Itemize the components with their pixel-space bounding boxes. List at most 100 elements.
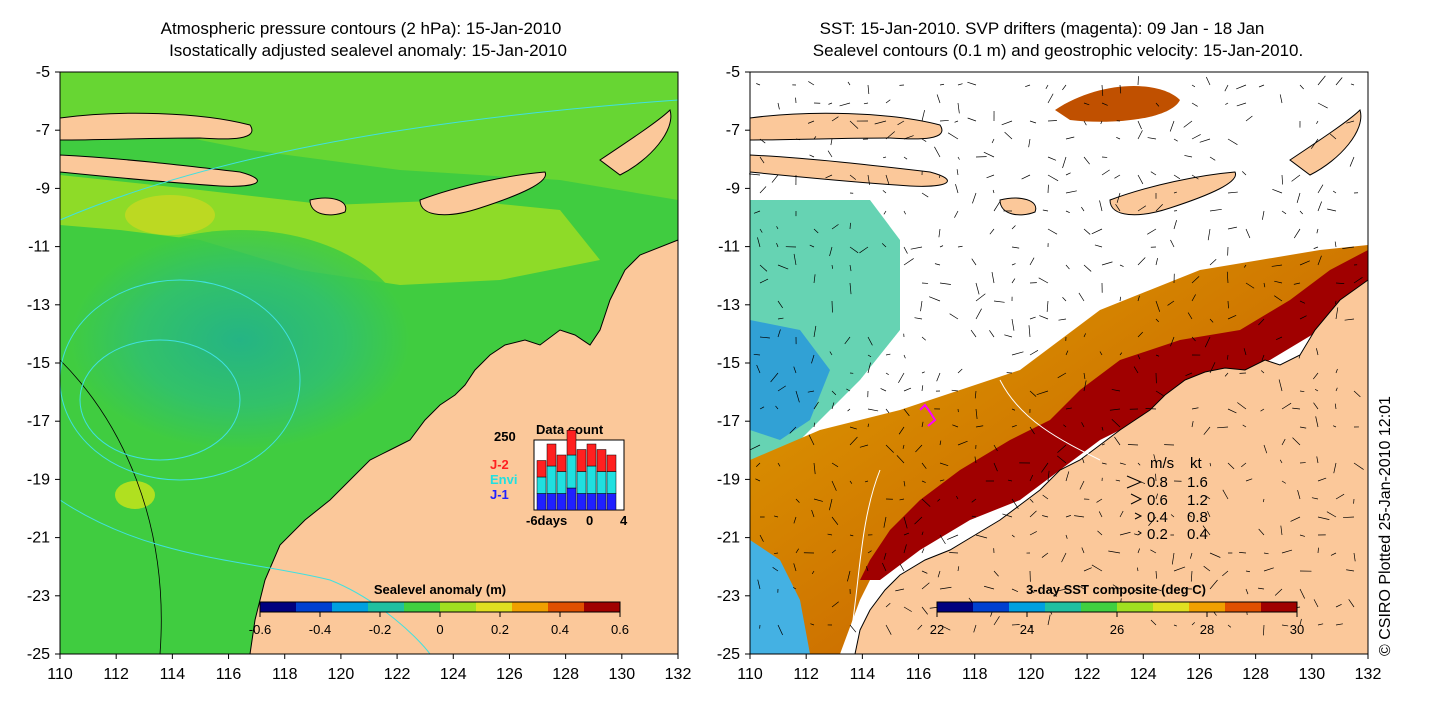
velocity-vector: [1170, 336, 1175, 347]
velocity-vector: [839, 102, 851, 107]
velocity-vector: [1299, 426, 1307, 429]
velocity-vector: [1242, 424, 1247, 428]
velocity-legend-row: 0.8 1.6: [1126, 474, 1208, 491]
left-colorbar-swatches: [260, 602, 621, 612]
right-island-timor: [1109, 171, 1236, 216]
velocity-vector: [914, 516, 923, 525]
velocity-vector: [807, 120, 815, 124]
velocity-vector: [830, 138, 833, 146]
velocity-vector: [885, 174, 890, 185]
velocity-vector: [1173, 624, 1178, 627]
velocity-vector: [1290, 516, 1301, 522]
velocity-vector: [1007, 479, 1013, 482]
velocity-vector: [1111, 419, 1121, 428]
velocity-vector: [1293, 228, 1301, 239]
velocity-vector: [1100, 120, 1103, 125]
inset-bar-segment: [586, 493, 597, 511]
velocity-vector: [1011, 534, 1015, 538]
velocity-vector: [1205, 495, 1211, 500]
velocity-vector: [1039, 315, 1049, 320]
velocity-vector: [1334, 241, 1337, 248]
velocity-vector: [957, 102, 960, 114]
velocity-vector: [1101, 84, 1104, 96]
velocity-vector: [859, 444, 869, 448]
velocity-vector: [957, 440, 968, 446]
inset-bar-segment: [566, 454, 577, 489]
velocity-vector: [1173, 174, 1181, 180]
right-x-tick-label: 120: [1018, 666, 1045, 683]
velocity-vector: [921, 498, 931, 507]
left-colorbar-tick-label: 0: [436, 622, 443, 637]
velocity-vector: [1101, 261, 1113, 266]
velocity-vector: [1057, 444, 1067, 453]
velocity-vector: [831, 601, 839, 608]
velocity-vector: [759, 534, 764, 542]
velocity-vector: [1335, 300, 1337, 305]
velocity-vector: [885, 353, 891, 356]
left-x-tick-label: 130: [608, 666, 635, 683]
velocity-vector: [1260, 370, 1265, 374]
velocity-vector: [885, 602, 891, 608]
velocity-vector: [1191, 276, 1200, 284]
velocity-vector: [954, 120, 959, 123]
velocity-vector: [974, 456, 977, 464]
velocity-vector: [1209, 579, 1218, 590]
velocity-vector: [1326, 511, 1337, 518]
velocity-vector: [937, 498, 941, 502]
velocity-vector: [777, 624, 783, 636]
right-x-tick-label: 112: [793, 666, 819, 683]
inset-bar-segment: [606, 471, 617, 494]
velocity-vector: [849, 246, 859, 254]
velocity-vector: [1199, 138, 1211, 143]
velocity-vector: [1314, 388, 1319, 392]
velocity-vector: [1297, 490, 1301, 500]
left-colorbar-tick-label: 0.6: [611, 622, 629, 637]
velocity-legend: m/s kt 0.8 1.6 0.6 1.2 0.4 0.8 0.2 0.4: [1126, 455, 1208, 543]
velocity-vector: [776, 226, 779, 230]
velocity-vector: [1343, 516, 1355, 518]
right-y-tick-label: -23: [717, 588, 740, 605]
right-colorbar-swatch: [1117, 602, 1154, 612]
right-y-tick-label: -25: [717, 646, 740, 663]
velocity-vector: [1226, 271, 1229, 284]
right-colorbar-tick-label: 28: [1200, 622, 1214, 637]
velocity-vector: [1137, 567, 1139, 572]
velocity-vector: [753, 353, 761, 356]
velocity-vector: [793, 253, 797, 266]
right-colorbar-tick-label: 22: [930, 622, 944, 637]
right-sealevel-contour-1: [999, 379, 1101, 461]
left-x-tick-label: 114: [160, 666, 186, 683]
velocity-vector: [849, 480, 853, 484]
velocity-vector: [1170, 514, 1175, 518]
velocity-vector: [1203, 426, 1211, 435]
left-island-timor: [419, 171, 546, 216]
left-y-tick-label: -25: [27, 646, 50, 663]
left-colorbar-swatch: [332, 602, 369, 612]
velocity-vector: [1119, 296, 1122, 302]
velocity-vector: [1065, 172, 1071, 176]
velocity-vector: [811, 509, 815, 518]
velocity-vector: [809, 154, 815, 158]
right-x-tick-label: 118: [962, 666, 988, 683]
right-colorbar-ticks: 22 24 26 28 30: [930, 612, 1304, 637]
velocity-vector: [1191, 102, 1198, 107]
left-colorbar-tick-label: -0.4: [309, 622, 331, 637]
left-y-tick-label: -23: [27, 588, 50, 605]
velocity-vector: [867, 354, 872, 358]
velocity-vector: [1111, 389, 1121, 392]
velocity-vector: [921, 109, 925, 122]
velocity-vector: [1222, 570, 1229, 577]
velocity-vector: [831, 390, 837, 396]
velocity-vector: [809, 244, 815, 248]
velocity-vector: [1205, 76, 1211, 86]
velocity-vector: [1101, 443, 1105, 446]
velocity-vector: [974, 390, 977, 399]
velocity-vector: [808, 81, 815, 86]
right-colorbar: 3-day SST composite (deg C) 22 24 26 28 30: [930, 582, 1304, 637]
velocity-vector: [867, 423, 869, 428]
velocity-vector: [1227, 354, 1229, 360]
velocity-vector: [1311, 497, 1319, 500]
velocity-vector: [1094, 244, 1103, 248]
velocity-vector: [1148, 516, 1157, 526]
velocity-vector: [957, 83, 963, 86]
